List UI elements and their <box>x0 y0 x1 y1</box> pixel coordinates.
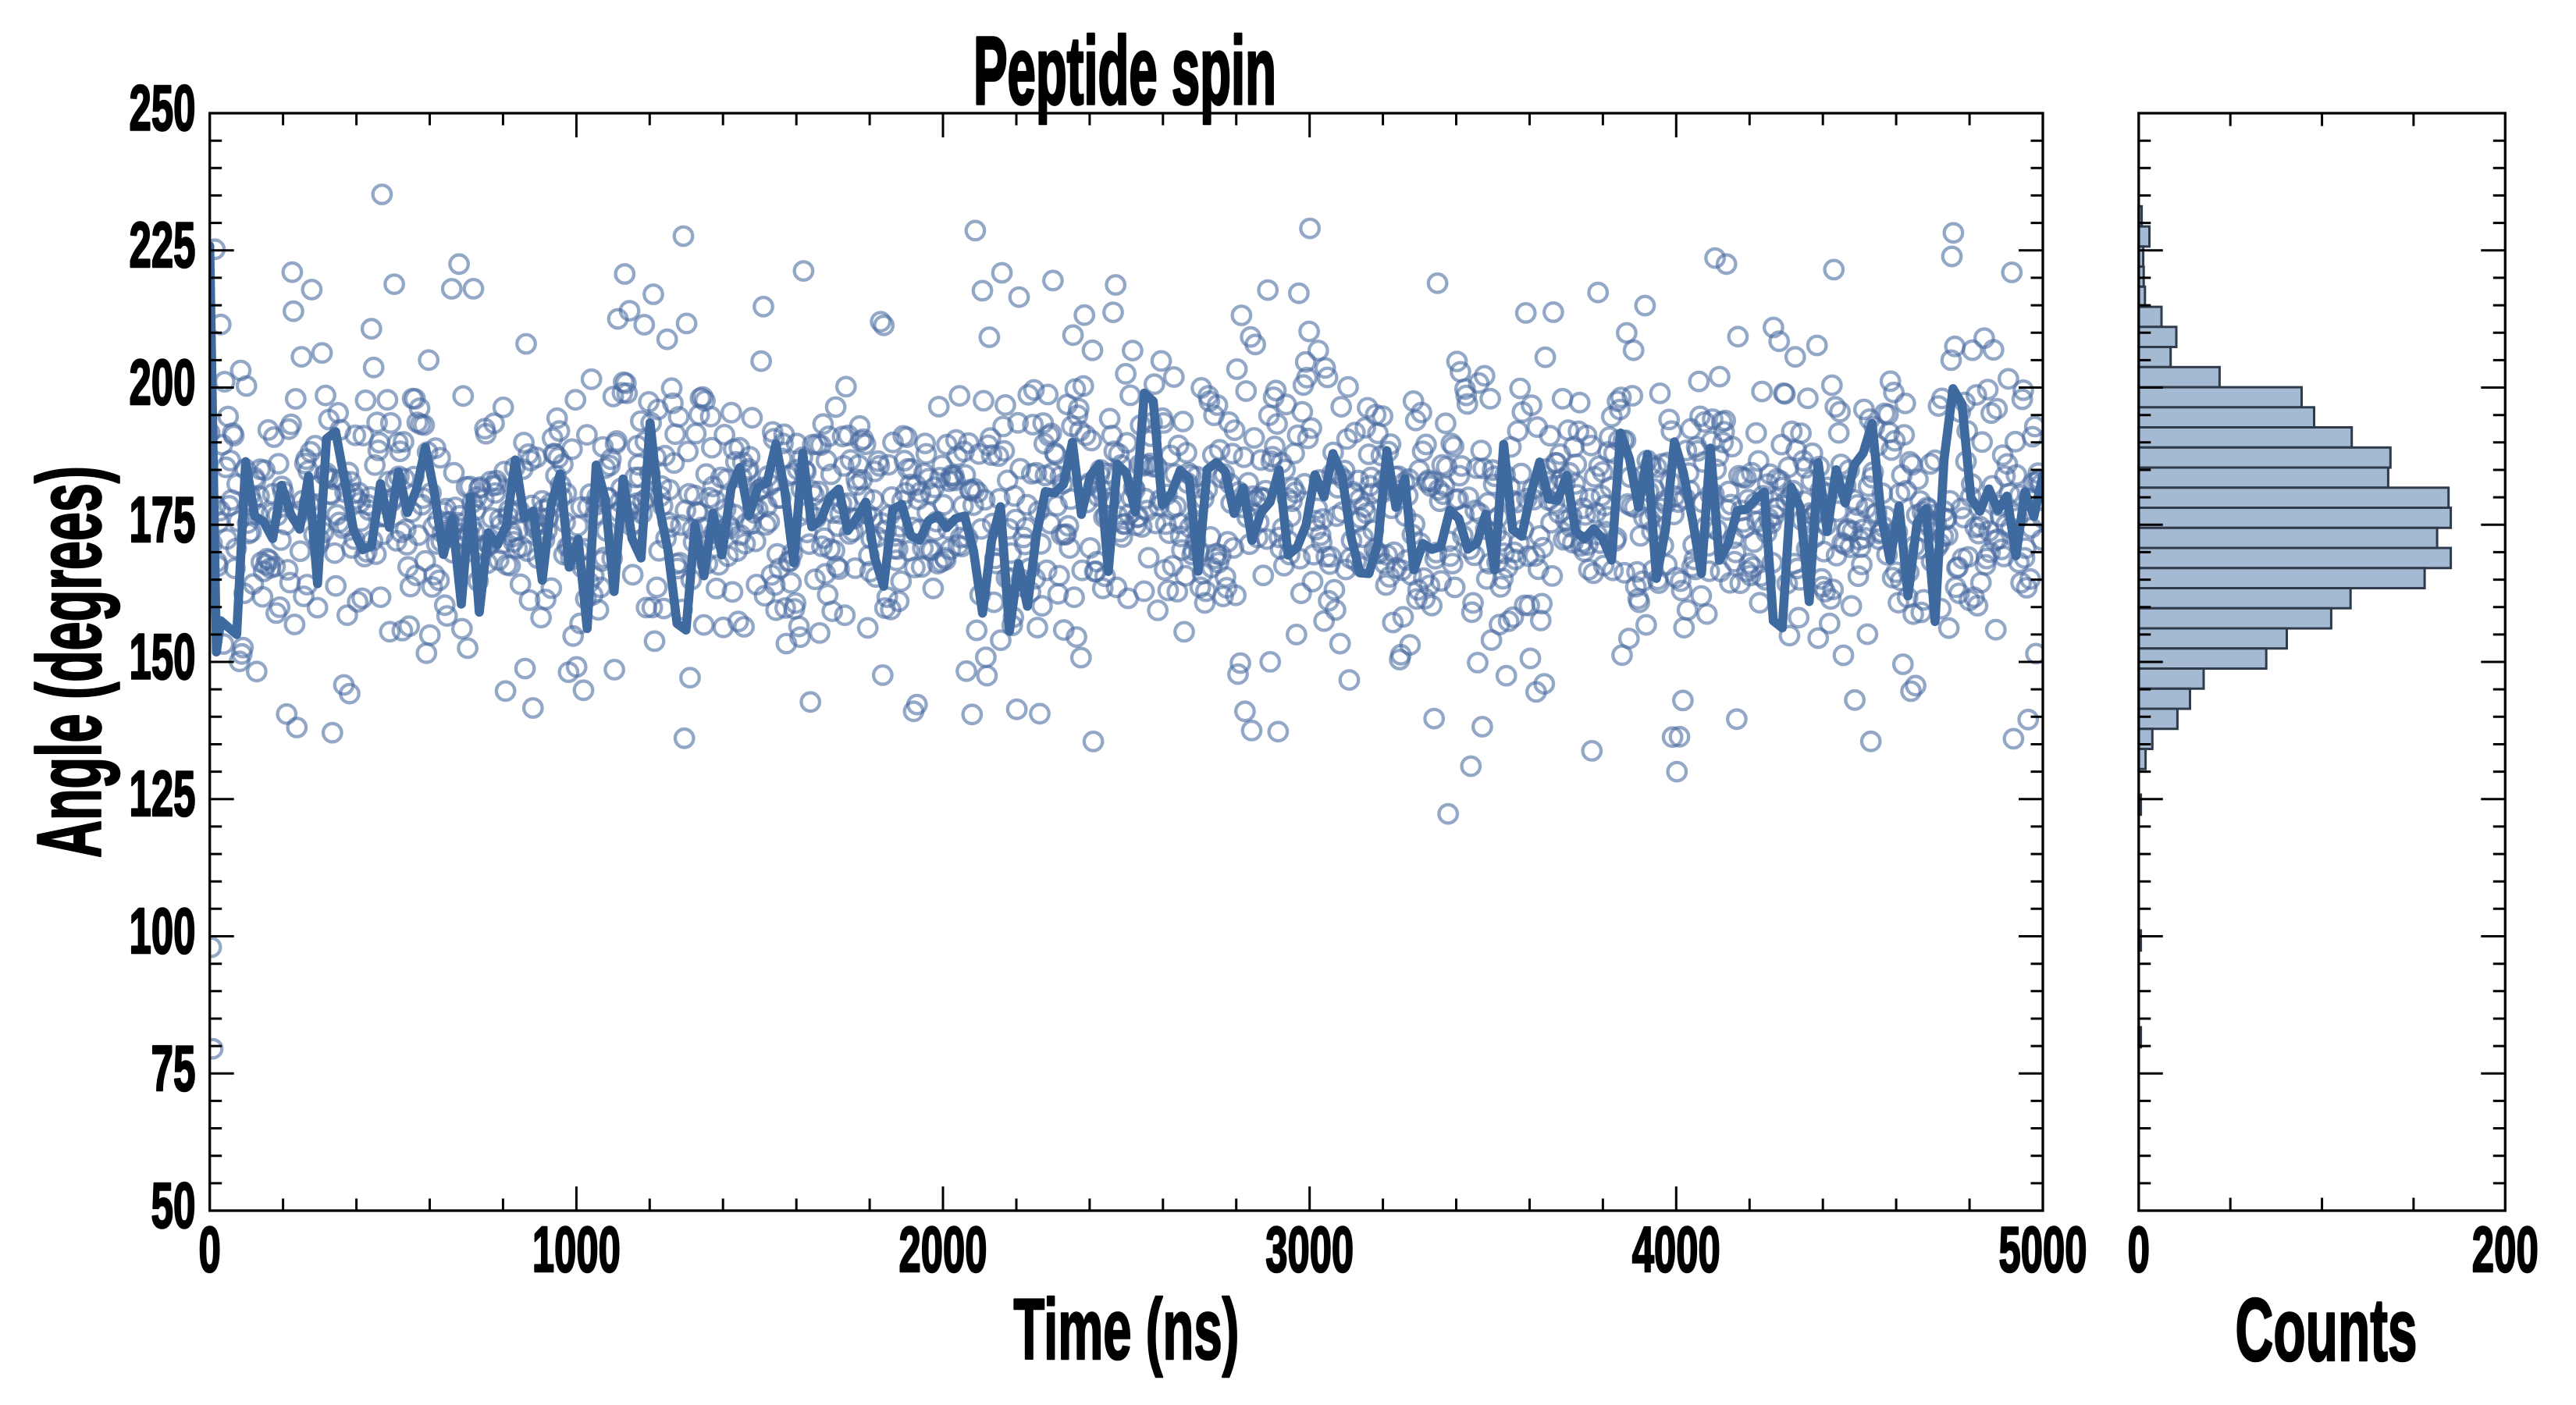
svg-text:0: 0 <box>199 1213 221 1286</box>
svg-text:225: 225 <box>130 208 196 281</box>
svg-text:4000: 4000 <box>1632 1213 1720 1286</box>
svg-text:5000: 5000 <box>1999 1213 2087 1286</box>
svg-text:200: 200 <box>2472 1213 2539 1286</box>
svg-text:150: 150 <box>130 621 196 693</box>
svg-text:1000: 1000 <box>532 1213 621 1286</box>
svg-text:100: 100 <box>130 895 196 967</box>
svg-text:Angle (degrees): Angle (degrees) <box>19 466 120 858</box>
svg-text:Peptide spin: Peptide spin <box>973 18 1276 125</box>
svg-text:Time (ns): Time (ns) <box>1013 1282 1239 1378</box>
svg-text:250: 250 <box>130 72 196 144</box>
svg-text:175: 175 <box>130 483 196 556</box>
svg-text:2000: 2000 <box>899 1213 987 1286</box>
svg-text:75: 75 <box>151 1032 196 1104</box>
svg-text:0: 0 <box>2128 1213 2150 1286</box>
svg-text:50: 50 <box>151 1169 196 1242</box>
svg-text:200: 200 <box>130 346 196 418</box>
svg-text:Counts: Counts <box>2236 1281 2418 1380</box>
svg-text:3000: 3000 <box>1265 1213 1354 1286</box>
svg-text:125: 125 <box>130 757 196 830</box>
